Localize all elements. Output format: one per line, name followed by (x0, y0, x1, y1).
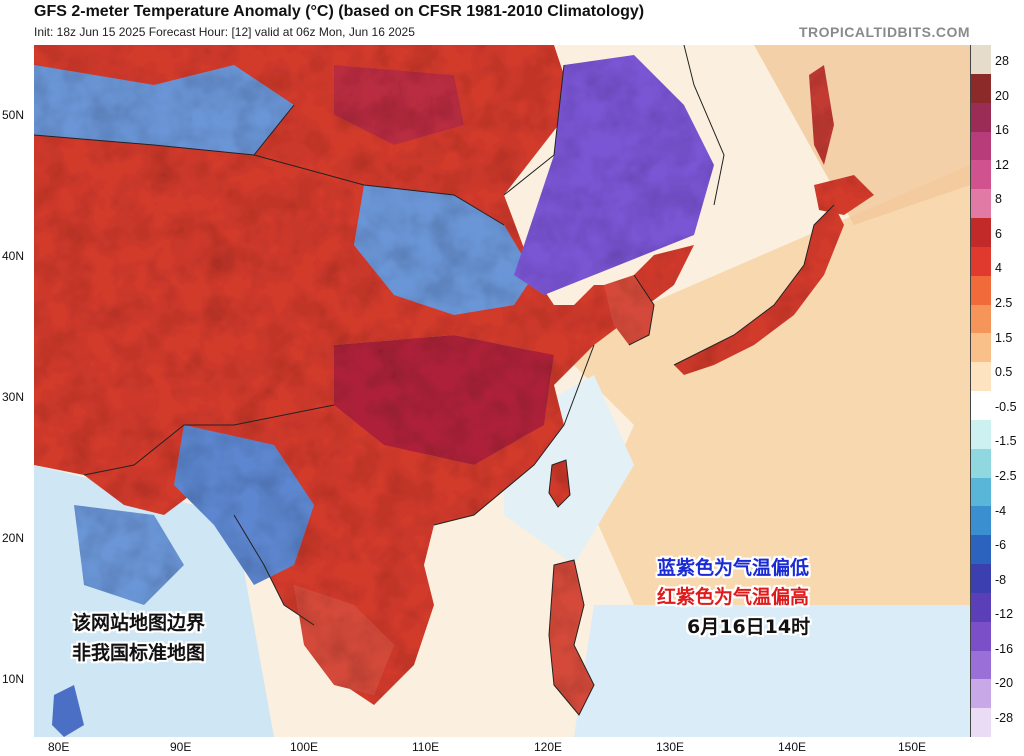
colorbar-tick-label: 20 (995, 88, 1009, 103)
colorbar-segment (971, 131, 991, 161)
colorbar-segment (971, 275, 991, 305)
colorbar-segment (971, 419, 991, 450)
colorbar-tick-label: -8 (995, 572, 1007, 587)
land-japan-hokkaido (814, 175, 874, 215)
colorbar-tick-label: 6 (995, 226, 1002, 241)
lon-label-90e: 90E (170, 740, 192, 754)
colorbar-tick-label: -4 (995, 503, 1007, 518)
land-cool-region (74, 505, 184, 605)
colorbar-tick-label: -0.5 (995, 399, 1017, 414)
colorbar-tick-label: -12 (995, 607, 1014, 622)
land-sakhalin (809, 65, 834, 165)
colorbar-segment (971, 477, 991, 507)
land-indochina (294, 585, 394, 695)
local-time-note: 6月16日14时 (687, 616, 811, 638)
lon-label-100e: 100E (290, 740, 319, 754)
site-brand[interactable]: TROPICALTIDBITS.COM (798, 24, 970, 40)
land-taiwan (549, 460, 570, 507)
colorbar-segment (971, 391, 991, 421)
anomaly-colorbar (970, 45, 991, 738)
legend-note-cold: 蓝紫色为气温偏低 (657, 557, 810, 579)
colorbar-segment (971, 535, 991, 565)
colorbar-segment (971, 45, 991, 75)
land-cool-region (354, 185, 534, 315)
lon-label-80e: 80E (48, 740, 70, 754)
colorbar-tick-label: -28 (995, 711, 1014, 725)
colorbar-segment (971, 189, 991, 219)
colorbar-segment (971, 304, 991, 334)
colorbar-segment (971, 679, 991, 709)
colorbar-segment (971, 650, 991, 680)
colorbar-segment (971, 621, 991, 651)
land-philippines (549, 560, 594, 715)
ocean-warm-region (554, 165, 970, 605)
colorbar-segment (971, 73, 991, 104)
land-cool-region (34, 65, 294, 155)
colorbar-tick-label: -2.5 (995, 468, 1017, 483)
colorbar-tick-label: -20 (995, 676, 1014, 691)
temperature-anomaly-map (34, 45, 970, 737)
colorbar-segment (971, 708, 991, 738)
lon-label-130e: 130E (656, 740, 685, 754)
ocean-warm-region (754, 45, 970, 225)
ocean-cool-region (574, 605, 970, 737)
colorbar-segment (971, 246, 991, 277)
colorbar-tick-label: 28 (995, 54, 1009, 68)
colorbar-segment (971, 102, 991, 132)
colorbar-segment (971, 564, 991, 594)
colorbar-tick-label: 0.5 (995, 365, 1013, 380)
colorbar-tick-label: 2.5 (995, 296, 1013, 311)
lat-label-20n: 20N (2, 531, 25, 545)
land-korea (604, 275, 654, 345)
legend-note-warm: 红紫色为气温偏高 (657, 586, 810, 608)
map-title: GFS 2-meter Temperature Anomaly (°C) (ba… (34, 3, 645, 20)
lon-label-150e: 150E (898, 740, 927, 754)
colorbar-tick-label: 12 (995, 157, 1009, 172)
land-japan (674, 205, 844, 375)
land-hot-core (334, 335, 554, 465)
colorbar-tick-label: -1.5 (995, 434, 1017, 449)
map-subtitle: Init: 18z Jun 15 2025 Forecast Hour: [12… (34, 25, 415, 39)
map-canvas (34, 45, 970, 737)
map-disclaimer-line2: 非我国标准地图 (72, 642, 206, 664)
land-cool-region (174, 425, 314, 585)
lon-label-140e: 140E (778, 740, 807, 754)
colorbar-segment (971, 218, 991, 248)
colorbar-tick-label: 1.5 (995, 330, 1013, 345)
colorbar-tick-label: 8 (995, 192, 1002, 207)
land-cold-band (514, 55, 714, 295)
country-borders (34, 45, 835, 716)
colorbar-segment (971, 506, 991, 536)
colorbar-segment (971, 448, 991, 478)
land-hot-core (334, 65, 464, 145)
map-disclaimer-line1: 该网站地图边界 (72, 612, 206, 634)
lat-label-30n: 30N (2, 390, 25, 404)
lat-label-50n: 50N (2, 108, 25, 122)
colorbar-segment (971, 362, 991, 392)
colorbar-segment (971, 160, 991, 190)
colorbar-segment (971, 592, 991, 623)
colorbar-tick-label: 4 (995, 261, 1002, 276)
lat-label-10n: 10N (2, 672, 25, 686)
colorbar-tick-label: -16 (995, 641, 1014, 656)
colorbar-tick-label: -6 (995, 538, 1007, 553)
land-sri-lanka (52, 685, 84, 737)
lon-label-110e: 110E (412, 740, 440, 754)
colorbar-tick-label: 16 (995, 123, 1009, 138)
lon-label-120e: 120E (534, 740, 563, 754)
lat-label-40n: 40N (2, 249, 25, 263)
colorbar-segment (971, 333, 991, 363)
